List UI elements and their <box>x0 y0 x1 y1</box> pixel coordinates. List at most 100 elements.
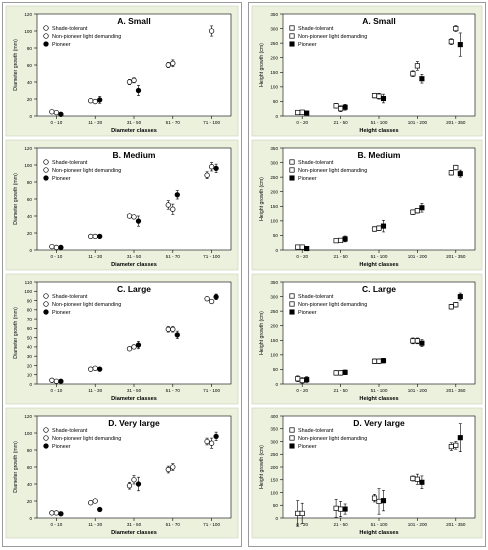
y-tick-label: 100 <box>24 29 32 34</box>
data-point <box>304 245 310 252</box>
x-tick-label: 11 - 30 <box>88 120 102 125</box>
x-axis-label: Height classes <box>359 128 398 134</box>
y-tick-label: 350 <box>270 12 278 17</box>
x-tick-label: 0 - 10 <box>51 254 63 259</box>
chart-panel-3: 0 50 100 150 200 250 300 350 0 - 20 21 - 50 51 - 1… <box>251 273 483 405</box>
data-point <box>58 378 64 384</box>
x-tick-label: 51 - 70 <box>166 254 181 259</box>
x-tick-label: 31 - 50 <box>127 388 142 393</box>
y-tick-label: 150 <box>270 338 278 343</box>
y-axis-label: Height growth (cm) <box>259 177 265 221</box>
data-point <box>126 483 133 489</box>
data-point <box>97 506 103 513</box>
y-tick-label: 0 <box>29 382 32 387</box>
y-tick-label: 90 <box>27 298 33 303</box>
data-point <box>333 505 339 511</box>
legend-label: Pioneer <box>52 310 71 316</box>
y-tick-label: 120 <box>24 414 32 419</box>
data-point <box>342 369 348 375</box>
chart-column-svg: 0 50 100 150 200 250 300 350 0 - 20 21 - 50 51 - 1… <box>251 5 483 539</box>
legend-marker <box>43 167 49 173</box>
legend-label: Pioneer <box>52 444 71 450</box>
x-tick-label: 31 - 50 <box>127 254 142 259</box>
legend-marker <box>289 443 295 449</box>
data-point <box>453 302 459 308</box>
chart-panel-4: 0 50 100 150 200 250 300 350 400 0 - 20 21 - 50 51 … <box>251 407 483 539</box>
x-tick-label: 101 - 200 <box>408 388 428 393</box>
data-point <box>410 338 416 344</box>
y-tick-label: 200 <box>270 465 278 470</box>
data-point <box>295 109 301 116</box>
plot-area <box>36 415 232 519</box>
data-point <box>448 170 454 176</box>
chart-title: D. Very large <box>353 418 405 428</box>
data-point <box>204 438 210 445</box>
x-tick-label: 0 - 10 <box>51 522 63 527</box>
data-point <box>338 106 344 112</box>
y-tick-label: 200 <box>270 190 278 195</box>
x-tick-label: 11 - 30 <box>88 254 102 259</box>
data-point <box>419 340 425 346</box>
data-point <box>97 366 103 372</box>
x-tick-label: 21 - 50 <box>333 254 348 259</box>
y-tick-label: 100 <box>24 163 32 168</box>
y-tick-label: 60 <box>27 326 33 331</box>
data-point <box>92 98 98 105</box>
data-point <box>410 209 416 215</box>
chart-panel-1: 0 20 40 60 80 100 120 0 - 10 11 - 30 31 - 50 51 - … <box>5 5 239 137</box>
x-tick-label: 51 - 100 <box>371 254 388 259</box>
legend-marker <box>289 175 295 181</box>
x-tick-label: 71 - 100 <box>203 522 220 527</box>
plot-area <box>282 147 476 251</box>
plot-area <box>36 147 232 251</box>
y-tick-label: 250 <box>270 175 278 180</box>
y-tick-label: 300 <box>270 160 278 165</box>
y-tick-label: 40 <box>27 482 33 487</box>
y-tick-label: 50 <box>273 233 279 238</box>
data-point <box>414 338 420 344</box>
y-tick-label: 0 <box>29 114 32 119</box>
data-point <box>170 464 176 470</box>
y-tick-label: 300 <box>270 439 278 444</box>
legend-marker <box>289 33 295 39</box>
legend-label: Non-pioneer light demanding <box>298 436 367 442</box>
data-point <box>333 103 339 109</box>
data-point <box>88 98 94 104</box>
data-point <box>135 87 142 94</box>
y-tick-label: 80 <box>27 180 33 185</box>
y-tick-label: 300 <box>270 294 278 299</box>
x-tick-label: 0 - 20 <box>296 120 308 125</box>
data-point <box>371 93 378 99</box>
data-point <box>92 233 98 240</box>
data-point <box>165 326 171 332</box>
left-column-diameter-growth: 0 20 40 60 80 100 120 0 - 10 11 - 30 31 - 50 51 - … <box>2 2 242 547</box>
data-point <box>338 370 344 376</box>
data-point <box>448 39 454 45</box>
legend-label: Shade-tolerant <box>298 294 334 300</box>
chart-title: D. Very large <box>108 418 160 428</box>
y-tick-label: 60 <box>27 197 33 202</box>
data-point <box>338 506 344 512</box>
chart-title: B. Medium <box>358 150 401 160</box>
x-tick-label: 71 - 100 <box>203 388 220 393</box>
data-point <box>213 165 219 172</box>
data-point <box>131 214 137 220</box>
y-tick-label: 350 <box>270 146 278 151</box>
x-axis-label: Diameter classes <box>111 262 157 268</box>
legend-label: Non-pioneer light demanding <box>52 302 121 308</box>
data-point <box>49 510 55 516</box>
y-tick-label: 250 <box>270 452 278 457</box>
legend-label: Pioneer <box>298 42 317 48</box>
y-tick-label: 350 <box>270 427 278 432</box>
x-tick-label: 51 - 70 <box>166 388 181 393</box>
data-point <box>419 76 425 82</box>
data-point <box>213 433 219 440</box>
data-point <box>457 294 463 300</box>
y-tick-label: 100 <box>270 490 278 495</box>
data-point <box>380 358 387 364</box>
legend-label: Shade-tolerant <box>52 428 88 434</box>
y-tick-label: 150 <box>270 204 278 209</box>
data-point <box>304 377 310 383</box>
x-tick-label: 51 - 70 <box>166 522 181 527</box>
